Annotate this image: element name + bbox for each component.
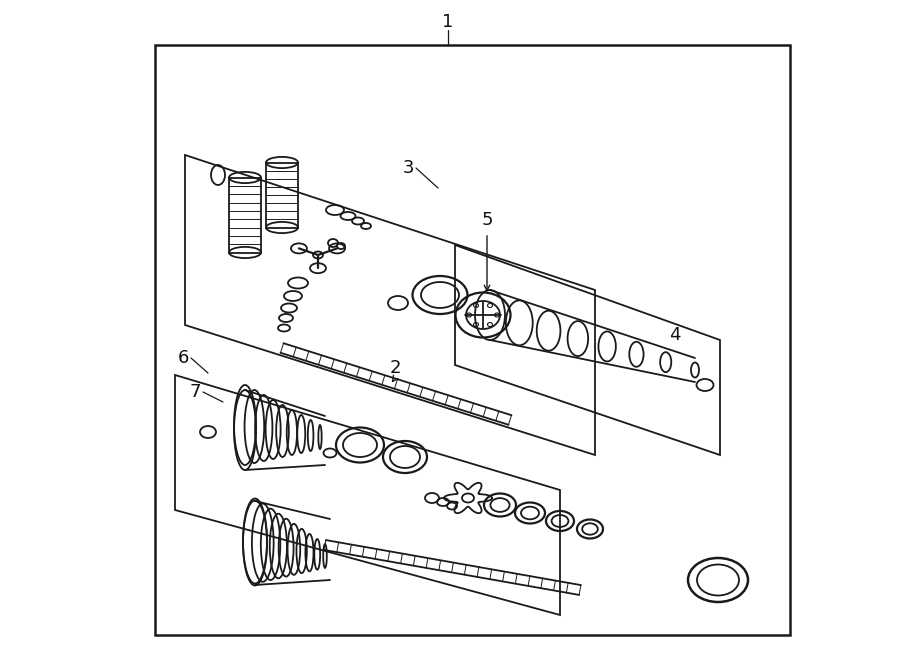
- Text: 3: 3: [402, 159, 414, 177]
- Text: 5: 5: [482, 211, 493, 229]
- Bar: [229, 178, 261, 253]
- Text: 7: 7: [189, 383, 201, 401]
- Bar: [266, 163, 298, 227]
- Text: 6: 6: [177, 349, 189, 367]
- Text: 2: 2: [389, 359, 400, 377]
- Text: 4: 4: [670, 326, 680, 344]
- Text: 1: 1: [442, 13, 454, 31]
